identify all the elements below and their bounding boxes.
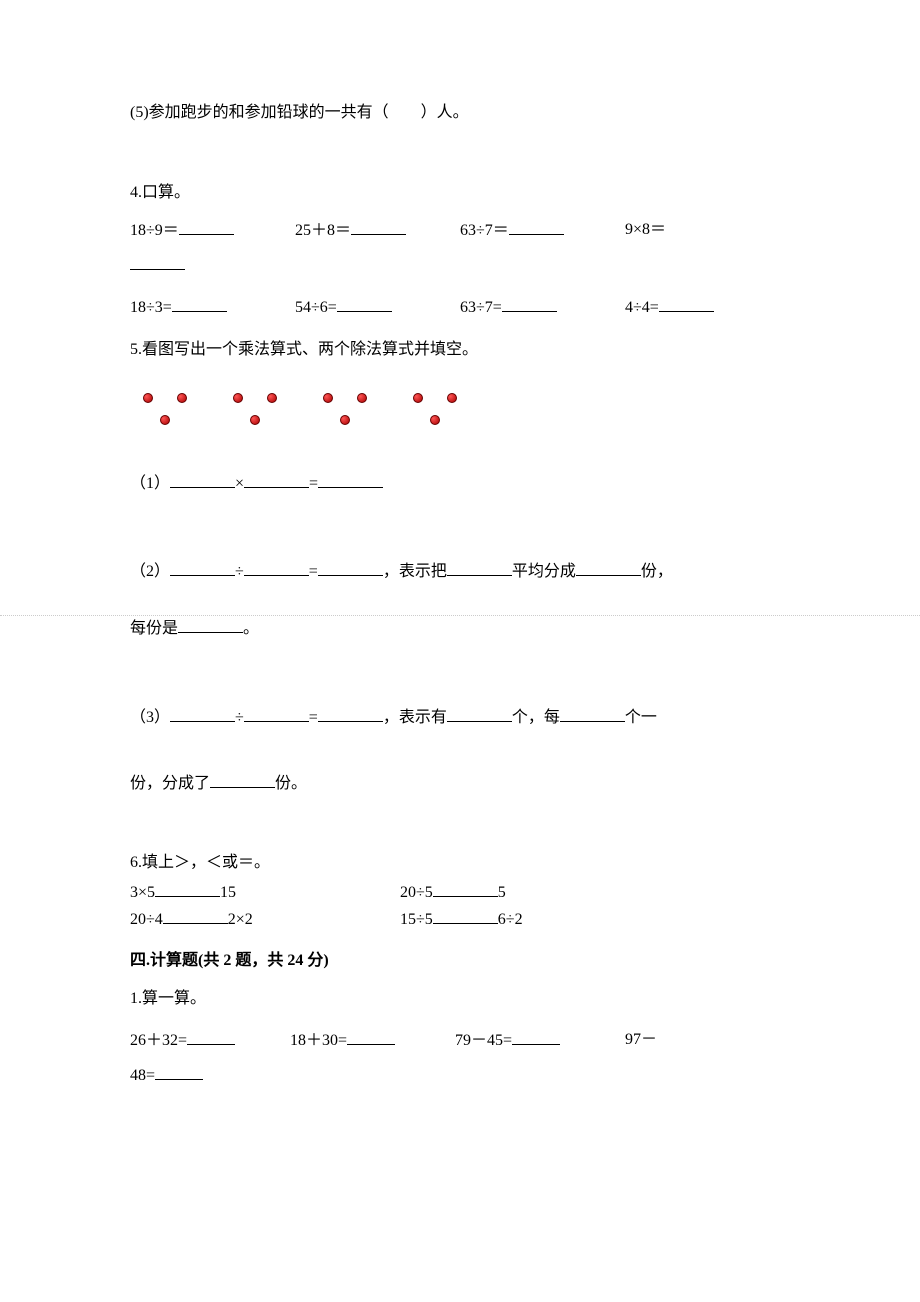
- q4-r1-2: 25＋8＝: [295, 217, 460, 244]
- q5-dots-figure: [140, 393, 790, 425]
- q5-part-2: （2）÷=，表示把平均分成份，: [130, 553, 790, 591]
- q5-part-3-line2: 份，分成了份。: [130, 765, 790, 803]
- dot-icon: [430, 415, 440, 425]
- dot-group: [320, 393, 370, 425]
- blank[interactable]: [172, 294, 227, 312]
- dot-icon: [413, 393, 423, 403]
- blank[interactable]: [170, 558, 235, 576]
- blank[interactable]: [659, 294, 714, 312]
- s4-q1-3: 79－45=: [455, 1027, 625, 1054]
- blank[interactable]: [244, 470, 309, 488]
- dot-icon: [250, 415, 260, 425]
- blank[interactable]: [447, 558, 512, 576]
- q4-r2-1: 18÷3=: [130, 294, 295, 321]
- s4-q1-2: 18＋30=: [290, 1027, 455, 1054]
- dot-group: [230, 393, 280, 425]
- dot-icon: [340, 415, 350, 425]
- dot-icon: [267, 393, 277, 403]
- blank[interactable]: [170, 704, 235, 722]
- q4-r1-1: 18÷9＝: [130, 217, 295, 244]
- q5-part-2-line2: 每份是。: [130, 610, 790, 648]
- blank[interactable]: [351, 217, 406, 235]
- dot-icon: [357, 393, 367, 403]
- blank[interactable]: [178, 615, 243, 633]
- q4-title: 4.口算。: [130, 180, 790, 206]
- blank[interactable]: [318, 558, 383, 576]
- s4-q1-4b: 48=: [130, 1062, 790, 1089]
- q4-r1-3: 63÷7＝: [460, 217, 625, 244]
- dot-icon: [143, 393, 153, 403]
- blank[interactable]: [318, 704, 383, 722]
- q6-row-1: 3×515 20÷55: [130, 879, 790, 906]
- blank[interactable]: [170, 470, 235, 488]
- dot-icon: [233, 393, 243, 403]
- q4-r2-3: 63÷7=: [460, 294, 625, 321]
- blank[interactable]: [244, 558, 309, 576]
- s4-q1-title: 1.算一算。: [130, 986, 790, 1012]
- q6-row-2: 20÷42×2 15÷56÷2: [130, 906, 790, 933]
- blank[interactable]: [155, 1062, 203, 1080]
- blank[interactable]: [512, 1027, 560, 1045]
- blank[interactable]: [187, 1027, 235, 1045]
- blank[interactable]: [502, 294, 557, 312]
- q4-row-1: 18÷9＝ 25＋8＝ 63÷7＝ 9×8＝: [130, 217, 790, 244]
- q5-title: 5.看图写出一个乘法算式、两个除法算式并填空。: [130, 337, 790, 363]
- q4-row-2: 18÷3= 54÷6= 63÷7= 4÷4=: [130, 294, 790, 321]
- blank[interactable]: [509, 217, 564, 235]
- blank[interactable]: [347, 1027, 395, 1045]
- blank[interactable]: [244, 704, 309, 722]
- q5-part-1: （1）×=: [130, 465, 790, 503]
- blank[interactable]: [163, 906, 228, 924]
- blank[interactable]: [130, 252, 185, 270]
- section-4-heading: 四.计算题(共 2 题，共 24 分): [130, 948, 790, 974]
- blank[interactable]: [576, 558, 641, 576]
- dot-icon: [177, 393, 187, 403]
- q3-5-text: (5)参加跑步的和参加铅球的一共有（ ）人。: [130, 104, 469, 121]
- blank[interactable]: [179, 217, 234, 235]
- q5-part-3: （3）÷=，表示有个，每个一: [130, 699, 790, 737]
- blank[interactable]: [560, 704, 625, 722]
- q6-title: 6.填上＞，＜或＝。: [130, 850, 790, 876]
- blank[interactable]: [318, 470, 383, 488]
- q4-r2-4: 4÷4=: [625, 294, 765, 321]
- dot-icon: [447, 393, 457, 403]
- dot-icon: [323, 393, 333, 403]
- dot-group: [140, 393, 190, 425]
- s4-q1-1: 26＋32=: [130, 1027, 290, 1054]
- q4-r2-2: 54÷6=: [295, 294, 460, 321]
- s4-q1-4a: 97－: [625, 1027, 705, 1054]
- q4-r1-4: 9×8＝: [625, 217, 765, 244]
- s4-q1-row: 26＋32= 18＋30= 79－45= 97－: [130, 1027, 790, 1054]
- blank[interactable]: [155, 879, 220, 897]
- blank[interactable]: [433, 906, 498, 924]
- q3-item-5: (5)参加跑步的和参加铅球的一共有（ ）人。: [130, 100, 790, 126]
- dot-group: [410, 393, 460, 425]
- blank[interactable]: [447, 704, 512, 722]
- blank[interactable]: [433, 879, 498, 897]
- blank[interactable]: [210, 770, 275, 788]
- dot-icon: [160, 415, 170, 425]
- q4-r1-4-blank-line: [130, 252, 790, 279]
- blank[interactable]: [337, 294, 392, 312]
